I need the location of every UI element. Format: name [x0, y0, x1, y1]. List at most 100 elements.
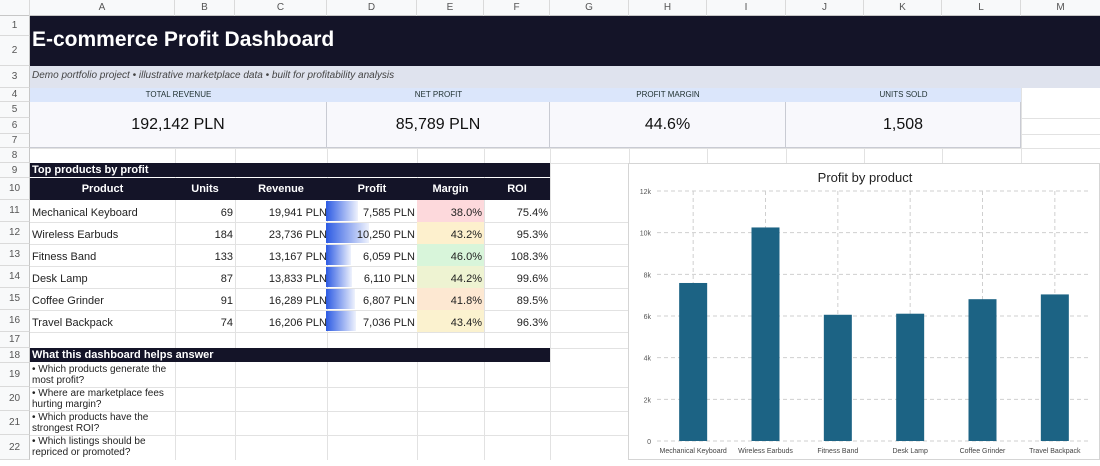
column-header-i[interactable]: I: [707, 0, 786, 16]
cell-profit[interactable]: 6,807 PLN: [363, 295, 415, 307]
cell-product[interactable]: Fitness Band: [32, 251, 97, 263]
col-header-product[interactable]: Product: [81, 183, 124, 195]
cell-profit[interactable]: 10,250 PLN: [356, 229, 415, 241]
cell-revenue[interactable]: 16,206 PLN: [268, 317, 327, 329]
row-header-10[interactable]: 10: [0, 178, 30, 200]
dashboard-subtitle[interactable]: Demo portfolio project • illustrative ma…: [32, 70, 395, 81]
kpi-units-sold-label[interactable]: UNITS SOLD: [786, 88, 1021, 102]
row-header-15[interactable]: 15: [0, 288, 30, 310]
cell-margin[interactable]: 38.0%: [450, 207, 482, 219]
column-header-h[interactable]: H: [629, 0, 707, 16]
cell-revenue[interactable]: 23,736 PLN: [268, 229, 327, 241]
row-header-18[interactable]: 18: [0, 348, 30, 363]
question-item[interactable]: • Which products have the strongest ROI?: [32, 412, 149, 434]
cell-units[interactable]: 184: [214, 229, 233, 241]
kpi-net-profit-value[interactable]: 85,789 PLN: [327, 102, 550, 148]
cell-roi[interactable]: 99.6%: [516, 273, 548, 285]
kpi-units-sold-value[interactable]: 1,508: [786, 102, 1021, 148]
cell-margin[interactable]: 41.8%: [450, 295, 482, 307]
cell-revenue[interactable]: 13,833 PLN: [268, 273, 327, 285]
row-header-16[interactable]: 16: [0, 310, 30, 332]
kpi-net-profit-label[interactable]: NET PROFIT: [327, 88, 550, 102]
row-header-14[interactable]: 14: [0, 266, 30, 288]
kpi-total-revenue-value[interactable]: 192,142 PLN: [30, 102, 327, 148]
column-header-l[interactable]: L: [942, 0, 1021, 16]
table-row[interactable]: Wireless Earbuds 184 23,736 PLN 10,250 PLN 4…: [30, 222, 550, 244]
cell-profit[interactable]: 7,585 PLN: [363, 207, 415, 219]
table-row[interactable]: Coffee Grinder 91 16,289 PLN 6,807 PLN 41.8%…: [30, 288, 550, 310]
cell-units[interactable]: 87: [220, 273, 233, 285]
cell-units[interactable]: 133: [214, 251, 233, 263]
cell-profit[interactable]: 7,036 PLN: [363, 317, 415, 329]
cell-units[interactable]: 74: [220, 317, 233, 329]
table-row[interactable]: Desk Lamp 87 13,833 PLN 6,110 PLN 44.2% 99.6%: [30, 266, 550, 288]
dashboard-title[interactable]: E-commerce Profit Dashboard: [32, 28, 335, 51]
table-row[interactable]: Mechanical Keyboard 69 19,941 PLN 7,585 PLN…: [30, 200, 550, 222]
cell-profit[interactable]: 6,059 PLN: [363, 251, 415, 263]
question-item[interactable]: • Which listings should be repriced or p…: [32, 436, 146, 458]
col-header-revenue[interactable]: Revenue: [258, 183, 304, 195]
cell-roi[interactable]: 75.4%: [516, 207, 548, 219]
cell-product[interactable]: Travel Backpack: [32, 317, 113, 329]
cell-product[interactable]: Desk Lamp: [32, 273, 88, 285]
row-header-19[interactable]: 19: [0, 363, 30, 387]
col-header-profit[interactable]: Profit: [357, 183, 387, 195]
row-header-6[interactable]: 6: [0, 118, 30, 134]
row-header-21[interactable]: 21: [0, 411, 30, 435]
cell-margin[interactable]: 43.2%: [450, 229, 482, 241]
question-item[interactable]: • Which products generate the most profi…: [32, 364, 167, 386]
cell-roi[interactable]: 96.3%: [516, 317, 548, 329]
kpi-profit-margin-label[interactable]: PROFIT MARGIN: [550, 88, 786, 102]
cell-margin[interactable]: 46.0%: [450, 251, 482, 263]
profit-chart[interactable]: Profit by product 0 2k 4k 6k 8k 10k 12k Mechanic…: [628, 163, 1100, 460]
question-item[interactable]: • Where are marketplace fees hurting mar…: [32, 388, 164, 410]
row-header-2[interactable]: 2: [0, 36, 30, 66]
column-header-b[interactable]: B: [175, 0, 235, 16]
cell-roi[interactable]: 89.5%: [516, 295, 548, 307]
cell-margin[interactable]: 43.4%: [450, 317, 482, 329]
cell-roi[interactable]: 108.3%: [510, 251, 548, 263]
row-header-20[interactable]: 20: [0, 387, 30, 411]
column-header-e[interactable]: E: [417, 0, 484, 16]
kpi-profit-margin-value[interactable]: 44.6%: [550, 102, 786, 148]
column-header-a[interactable]: A: [30, 0, 175, 16]
table-row[interactable]: Fitness Band 133 13,167 PLN 6,059 PLN 46.0% 1…: [30, 244, 550, 266]
cell-profit[interactable]: 6,110 PLN: [363, 273, 415, 285]
row-header-12[interactable]: 12: [0, 222, 30, 244]
row-header-13[interactable]: 13: [0, 244, 30, 266]
column-header-k[interactable]: K: [864, 0, 942, 16]
cell-product[interactable]: Mechanical Keyboard: [32, 207, 138, 219]
column-header-f[interactable]: F: [484, 0, 550, 16]
products-section-title[interactable]: Top products by profit: [30, 163, 550, 177]
col-header-roi[interactable]: ROI: [507, 183, 527, 195]
cell-revenue[interactable]: 13,167 PLN: [268, 251, 327, 263]
row-header-9[interactable]: 9: [0, 163, 30, 178]
cell-product[interactable]: Wireless Earbuds: [32, 229, 119, 241]
column-header-m[interactable]: M: [1056, 2, 1065, 13]
column-header-g[interactable]: G: [550, 0, 629, 16]
row-header-4[interactable]: 4: [0, 88, 30, 102]
cell-units[interactable]: 91: [220, 295, 233, 307]
row-header-22[interactable]: 22: [0, 435, 30, 460]
row-header-1[interactable]: 1: [0, 16, 30, 36]
cell-revenue[interactable]: 16,289 PLN: [268, 295, 327, 307]
cell-product[interactable]: Coffee Grinder: [32, 295, 104, 307]
cell-roi[interactable]: 95.3%: [516, 229, 548, 241]
select-all-corner[interactable]: [0, 0, 30, 16]
col-header-margin[interactable]: Margin: [432, 183, 469, 195]
row-header-8[interactable]: 8: [0, 148, 30, 163]
cell-units[interactable]: 69: [220, 207, 233, 219]
row-header-17[interactable]: 17: [0, 332, 30, 348]
kpi-total-revenue-label[interactable]: TOTAL REVENUE: [30, 88, 327, 102]
column-header-c[interactable]: C: [235, 0, 327, 16]
row-header-5[interactable]: 5: [0, 102, 30, 118]
row-header-3[interactable]: 3: [0, 66, 30, 88]
questions-section-title[interactable]: What this dashboard helps answer: [30, 348, 550, 362]
cell-revenue[interactable]: 19,941 PLN: [268, 207, 327, 219]
column-header-d[interactable]: D: [327, 0, 417, 16]
cell-margin[interactable]: 44.2%: [450, 273, 482, 285]
row-header-7[interactable]: 7: [0, 134, 30, 148]
row-header-11[interactable]: 11: [0, 200, 30, 222]
column-header-j[interactable]: J: [786, 0, 864, 16]
col-header-units[interactable]: Units: [191, 183, 219, 195]
